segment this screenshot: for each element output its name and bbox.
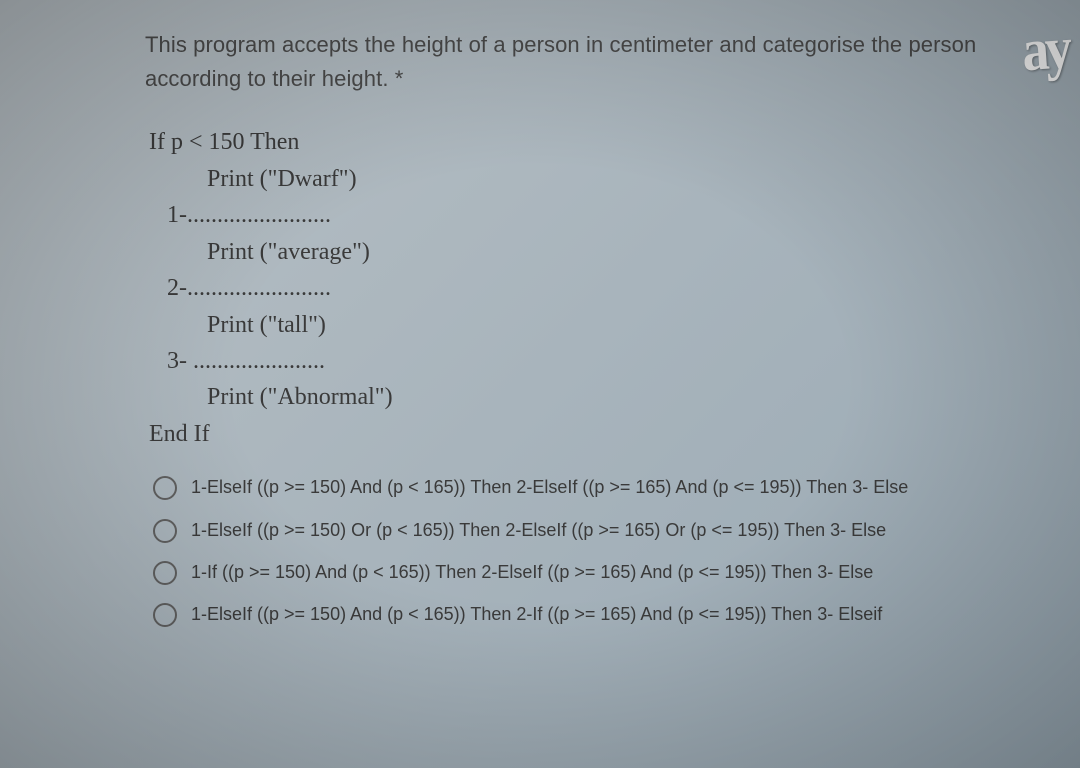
option-2[interactable]: 1-ElseIf ((p >= 150) Or (p < 165)) Then …: [153, 517, 1005, 543]
option-label: 1-If ((p >= 150) And (p < 165)) Then 2-E…: [191, 559, 873, 585]
code-line: Print ("tall"): [149, 307, 1005, 343]
radio-icon[interactable]: [153, 561, 177, 585]
option-1[interactable]: 1-ElseIf ((p >= 150) And (p < 165)) Then…: [153, 474, 1005, 500]
radio-icon[interactable]: [153, 603, 177, 627]
code-line: If p < 150 Then: [149, 124, 1005, 160]
code-blank-1: 1-........................: [149, 197, 1005, 233]
options-group: 1-ElseIf ((p >= 150) And (p < 165)) Then…: [145, 474, 1005, 626]
code-line: Print ("Abnormal"): [149, 379, 1005, 415]
code-blank-2: 2-........................: [149, 270, 1005, 306]
code-block: If p < 150 Then Print ("Dwarf") 1-......…: [145, 124, 1005, 452]
option-4[interactable]: 1-ElseIf ((p >= 150) And (p < 165)) Then…: [153, 601, 1005, 627]
option-label: 1-ElseIf ((p >= 150) And (p < 165)) Then…: [191, 601, 882, 627]
question-prompt: This program accepts the height of a per…: [145, 28, 1005, 96]
code-line: Print ("average"): [149, 234, 1005, 270]
question-card: This program accepts the height of a per…: [115, 10, 1035, 758]
code-line: Print ("Dwarf"): [149, 161, 1005, 197]
option-label: 1-ElseIf ((p >= 150) And (p < 165)) Then…: [191, 474, 908, 500]
code-blank-3: 3- ......................: [149, 343, 1005, 379]
radio-icon[interactable]: [153, 476, 177, 500]
code-line: End If: [149, 416, 1005, 452]
option-3[interactable]: 1-If ((p >= 150) And (p < 165)) Then 2-E…: [153, 559, 1005, 585]
option-label: 1-ElseIf ((p >= 150) Or (p < 165)) Then …: [191, 517, 886, 543]
radio-icon[interactable]: [153, 519, 177, 543]
